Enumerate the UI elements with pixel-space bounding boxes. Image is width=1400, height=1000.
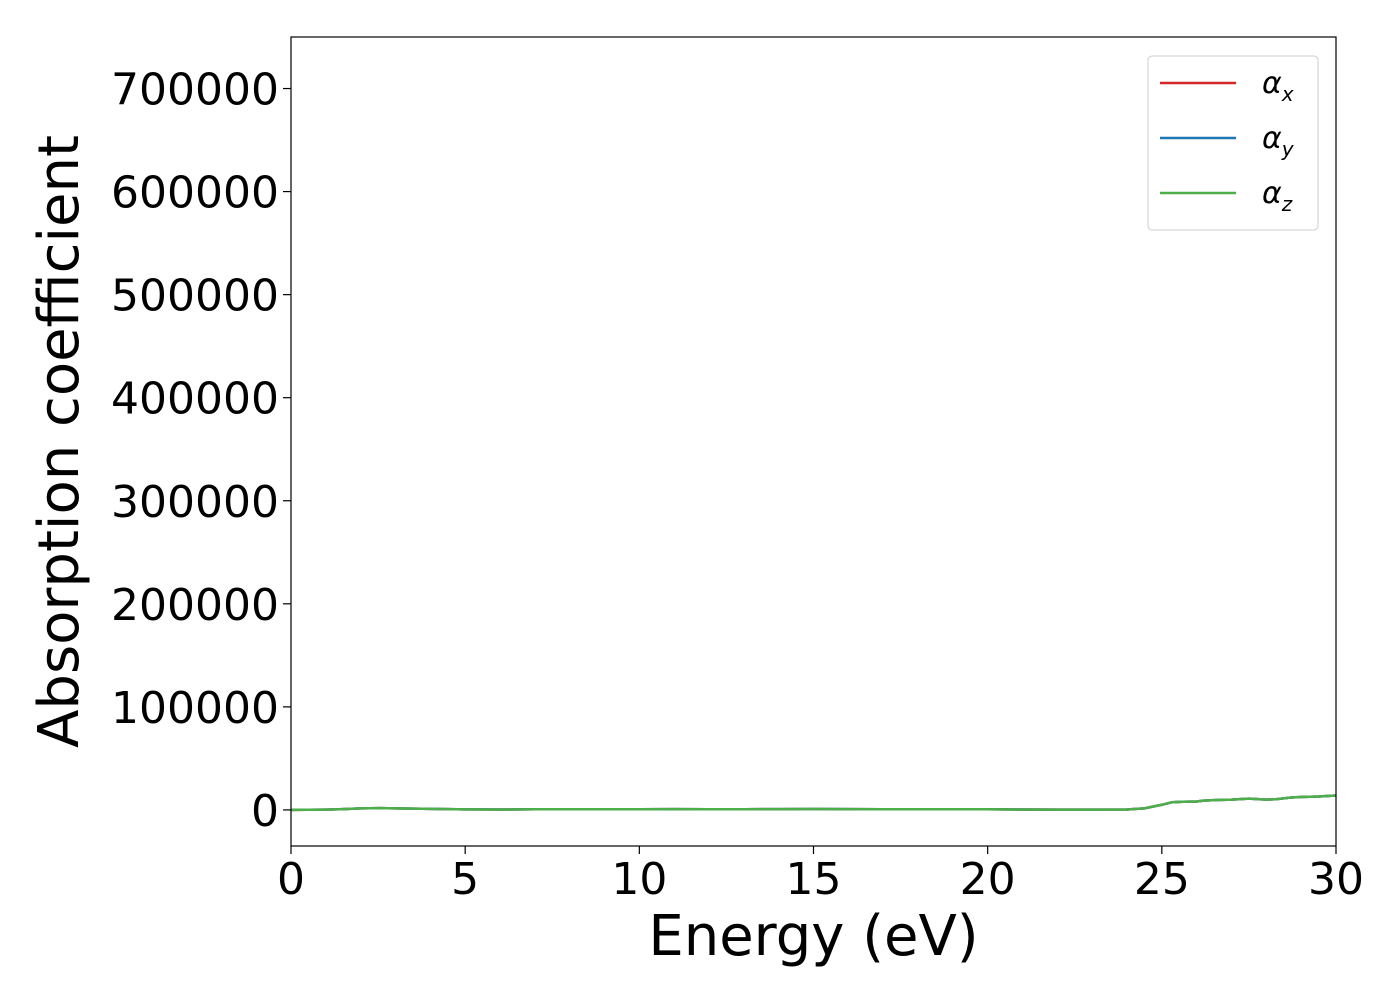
legend-label-y: αy [1262, 121, 1295, 161]
legend-symbol: α [1262, 176, 1282, 211]
x-tick-label: 15 [786, 854, 842, 905]
y-tick-label: 700000 [111, 65, 279, 116]
y-tick-label: 400000 [111, 374, 279, 425]
legend-symbol: α [1262, 121, 1282, 156]
y-axis-ticks: 0 100000 200000 300000 400000 500000 600000 700… [111, 65, 291, 837]
x-tick-label: 25 [1134, 854, 1190, 905]
x-axis-ticks: 0 5 10 15 20 25 30 [277, 846, 1364, 905]
legend-subscript: z [1281, 192, 1293, 216]
x-tick-label: 30 [1308, 854, 1364, 905]
y-axis-label: Absorption coefficient [27, 135, 92, 748]
y-tick-label: 300000 [111, 477, 279, 528]
x-tick-label: 5 [451, 854, 479, 905]
legend-label-z: αz [1262, 176, 1293, 216]
y-tick-label: 500000 [111, 271, 279, 322]
y-tick-label: 600000 [111, 168, 279, 219]
legend-box [1147, 55, 1319, 231]
legend-subscript: x [1281, 82, 1294, 106]
series-layer [290, 794, 1337, 812]
series-line-z [290, 794, 1337, 812]
legend-symbol: α [1262, 66, 1282, 101]
y-tick-label: 0 [251, 786, 279, 837]
y-tick-label: 100000 [111, 683, 279, 734]
x-axis-label: Energy (eV) [648, 904, 978, 969]
legend-subscript: y [1281, 137, 1295, 161]
x-tick-label: 10 [611, 854, 667, 905]
y-tick-label: 200000 [111, 580, 279, 631]
x-tick-label: 0 [277, 854, 305, 905]
x-tick-label: 20 [960, 854, 1016, 905]
legend-label-x: αx [1262, 66, 1294, 106]
